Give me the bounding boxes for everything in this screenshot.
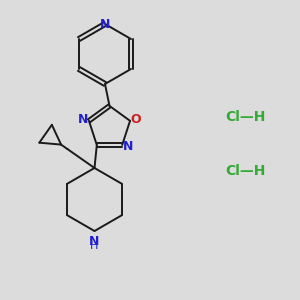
Text: N: N xyxy=(100,17,110,31)
Text: N: N xyxy=(89,235,100,248)
Text: Cl—H: Cl—H xyxy=(225,110,266,124)
Text: N: N xyxy=(122,140,133,153)
Text: N: N xyxy=(78,113,89,126)
Text: Cl—H: Cl—H xyxy=(225,164,266,178)
Text: H: H xyxy=(90,241,99,251)
Text: O: O xyxy=(130,113,141,126)
